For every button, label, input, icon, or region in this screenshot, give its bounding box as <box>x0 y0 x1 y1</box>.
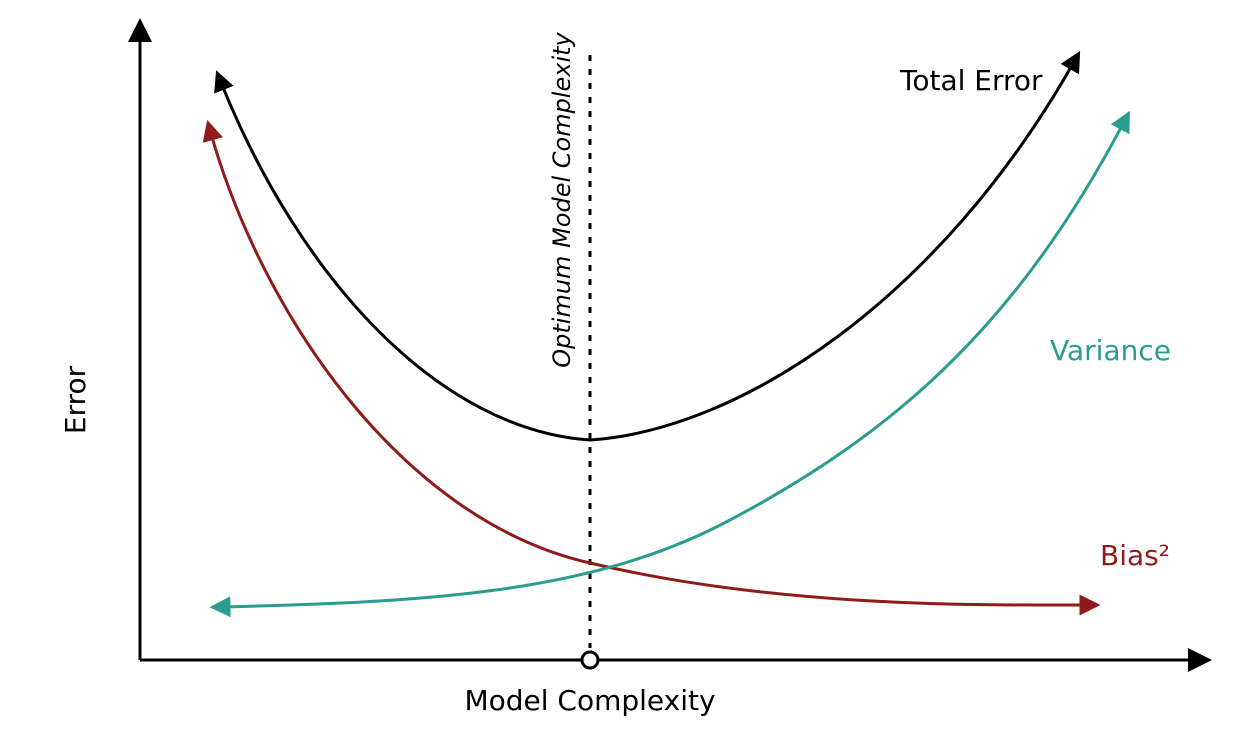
x-axis-label: Model Complexity <box>464 684 715 717</box>
variance-curve <box>220 120 1125 607</box>
bias-squared-curve <box>210 130 1090 605</box>
bias-squared-label: Bias² <box>1100 539 1170 572</box>
optimum-marker <box>582 652 598 668</box>
axes <box>140 30 1200 660</box>
variance-label: Variance <box>1050 334 1171 367</box>
total-error-label: Total Error <box>899 64 1043 97</box>
bias-variance-diagram: Error Model Complexity Optimum Model Com… <box>0 0 1234 748</box>
y-axis-label: Error <box>59 365 92 434</box>
total-error-curve <box>220 60 1075 440</box>
optimum-label: Optimum Model Complexity <box>548 31 576 367</box>
